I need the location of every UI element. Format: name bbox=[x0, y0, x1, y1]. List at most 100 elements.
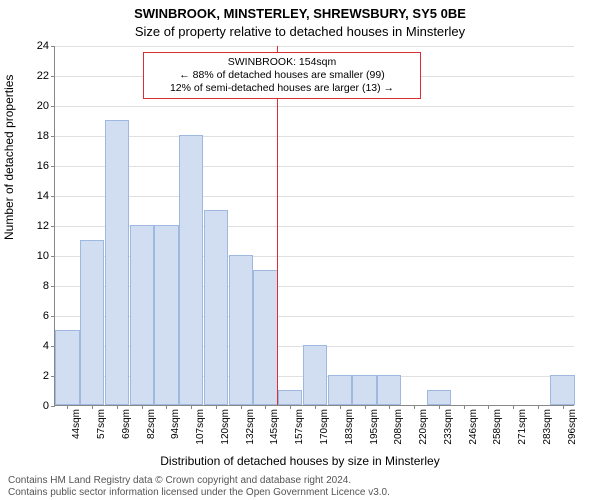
xtick-label: 69sqm bbox=[121, 409, 132, 439]
xtick-label: 120sqm bbox=[220, 409, 231, 445]
xtick-label: 57sqm bbox=[96, 409, 107, 439]
footer-line2: Contains public sector information licen… bbox=[8, 487, 390, 498]
footer-line1: Contains HM Land Registry data © Crown c… bbox=[8, 475, 351, 486]
bar bbox=[377, 375, 401, 405]
ytick-label: 4 bbox=[43, 340, 49, 352]
xtick-label: 246sqm bbox=[468, 409, 479, 445]
xtick-label: 183sqm bbox=[344, 409, 355, 445]
bar bbox=[204, 210, 228, 405]
xtick-label: 132sqm bbox=[245, 409, 256, 445]
annot-line2: ← 88% of detached houses are smaller (99… bbox=[150, 69, 414, 82]
ytick-mark bbox=[51, 316, 55, 317]
ytick-label: 6 bbox=[43, 310, 49, 322]
xtick-mark bbox=[117, 405, 118, 409]
xtick-label: 44sqm bbox=[71, 409, 82, 439]
ytick-mark bbox=[51, 226, 55, 227]
ytick-mark bbox=[51, 106, 55, 107]
annotation-box: SWINBROOK: 154sqm ← 88% of detached hous… bbox=[143, 52, 421, 99]
ytick-mark bbox=[51, 196, 55, 197]
annot-line3: 12% of semi-detached houses are larger (… bbox=[150, 82, 414, 95]
xtick-label: 271sqm bbox=[517, 409, 528, 445]
bar bbox=[278, 390, 302, 405]
bar bbox=[253, 270, 277, 405]
xtick-label: 233sqm bbox=[443, 409, 454, 445]
xtick-label: 145sqm bbox=[269, 409, 280, 445]
xtick-mark bbox=[67, 405, 68, 409]
ytick-label: 16 bbox=[37, 160, 49, 172]
title-sub: Size of property relative to detached ho… bbox=[0, 24, 600, 39]
ytick-label: 2 bbox=[43, 370, 49, 382]
xtick-mark bbox=[191, 405, 192, 409]
xtick-mark bbox=[389, 405, 390, 409]
xtick-label: 283sqm bbox=[542, 409, 553, 445]
ytick-label: 18 bbox=[37, 130, 49, 142]
ytick-mark bbox=[51, 76, 55, 77]
title-main: SWINBROOK, MINSTERLEY, SHREWSBURY, SY5 0… bbox=[0, 6, 600, 21]
xtick-label: 258sqm bbox=[492, 409, 503, 445]
ytick-mark bbox=[51, 256, 55, 257]
ytick-mark bbox=[51, 136, 55, 137]
xtick-mark bbox=[563, 405, 564, 409]
gridline bbox=[55, 106, 574, 107]
xtick-mark bbox=[488, 405, 489, 409]
xtick-mark bbox=[464, 405, 465, 409]
xtick-mark bbox=[538, 405, 539, 409]
y-axis-label: Number of detached properties bbox=[2, 75, 16, 240]
xtick-mark bbox=[142, 405, 143, 409]
xtick-mark bbox=[216, 405, 217, 409]
xtick-mark bbox=[439, 405, 440, 409]
bar bbox=[105, 120, 129, 405]
ytick-label: 24 bbox=[37, 40, 49, 52]
xtick-label: 220sqm bbox=[418, 409, 429, 445]
xtick-mark bbox=[340, 405, 341, 409]
bar bbox=[130, 225, 154, 405]
xtick-mark bbox=[315, 405, 316, 409]
ytick-label: 0 bbox=[43, 400, 49, 412]
xtick-label: 82sqm bbox=[146, 409, 157, 439]
ytick-mark bbox=[51, 286, 55, 287]
xtick-label: 107sqm bbox=[195, 409, 206, 445]
bar bbox=[427, 390, 451, 405]
bar bbox=[229, 255, 253, 405]
xtick-mark bbox=[265, 405, 266, 409]
reference-line bbox=[277, 46, 278, 405]
plot-area: 02468101214161820222444sqm57sqm69sqm82sq… bbox=[54, 46, 574, 406]
bar bbox=[303, 345, 327, 405]
gridline bbox=[55, 166, 574, 167]
bar bbox=[328, 375, 352, 405]
bar bbox=[80, 240, 104, 405]
xtick-label: 195sqm bbox=[369, 409, 380, 445]
gridline bbox=[55, 46, 574, 47]
xtick-mark bbox=[166, 405, 167, 409]
xtick-label: 157sqm bbox=[294, 409, 305, 445]
gridline bbox=[55, 196, 574, 197]
xtick-label: 94sqm bbox=[170, 409, 181, 439]
ytick-mark bbox=[51, 406, 55, 407]
xtick-label: 208sqm bbox=[393, 409, 404, 445]
ytick-label: 20 bbox=[37, 100, 49, 112]
annot-line1: SWINBROOK: 154sqm bbox=[150, 56, 414, 69]
xtick-mark bbox=[92, 405, 93, 409]
bar bbox=[352, 375, 376, 405]
xtick-mark bbox=[414, 405, 415, 409]
xtick-mark bbox=[365, 405, 366, 409]
chart-container: SWINBROOK, MINSTERLEY, SHREWSBURY, SY5 0… bbox=[0, 0, 600, 500]
bar bbox=[154, 225, 178, 405]
ytick-label: 14 bbox=[37, 190, 49, 202]
xtick-mark bbox=[241, 405, 242, 409]
ytick-mark bbox=[51, 166, 55, 167]
ytick-label: 8 bbox=[43, 280, 49, 292]
ytick-label: 12 bbox=[37, 220, 49, 232]
bar bbox=[55, 330, 79, 405]
xtick-label: 296sqm bbox=[567, 409, 578, 445]
ytick-label: 22 bbox=[37, 70, 49, 82]
gridline bbox=[55, 136, 574, 137]
xtick-mark bbox=[513, 405, 514, 409]
ytick-label: 10 bbox=[37, 250, 49, 262]
bar bbox=[179, 135, 203, 405]
bar bbox=[550, 375, 574, 405]
xtick-label: 170sqm bbox=[319, 409, 330, 445]
x-axis-label: Distribution of detached houses by size … bbox=[0, 454, 600, 468]
xtick-mark bbox=[290, 405, 291, 409]
ytick-mark bbox=[51, 46, 55, 47]
